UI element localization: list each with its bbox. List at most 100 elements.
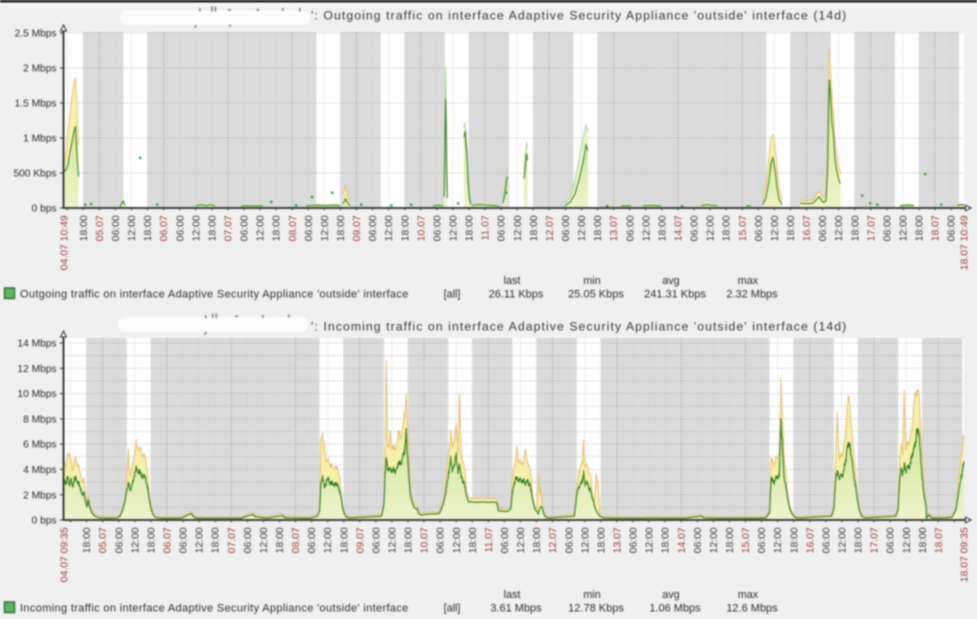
svg-text:18:00: 18:00 [593, 215, 604, 241]
svg-text:18:00: 18:00 [468, 527, 479, 553]
svg-text:06:00: 06:00 [368, 215, 379, 241]
svg-text:12:00: 12:00 [259, 527, 270, 553]
svg-text:2.32 Mbps: 2.32 Mbps [726, 289, 778, 301]
svg-text:14.07: 14.07 [674, 215, 685, 241]
svg-text:18:00: 18:00 [272, 215, 283, 241]
svg-text:last: last [504, 275, 521, 287]
svg-text:18:00: 18:00 [82, 527, 93, 553]
svg-text:18.07: 18.07 [931, 215, 942, 241]
svg-text:06:00: 06:00 [175, 215, 186, 241]
svg-text:05.07: 05.07 [95, 215, 106, 241]
svg-text:09.07: 09.07 [352, 215, 363, 241]
svg-text:12:00: 12:00 [127, 215, 138, 241]
svg-text:8 Mbps: 8 Mbps [23, 415, 56, 426]
svg-text:14.07: 14.07 [677, 527, 688, 553]
svg-text:18:00: 18:00 [400, 215, 411, 241]
svg-text:06.07: 06.07 [163, 527, 174, 553]
svg-text:18.07: 18.07 [934, 527, 945, 553]
svg-text:12:00: 12:00 [449, 215, 460, 241]
svg-text:07.07: 07.07 [224, 215, 235, 241]
svg-text:18:00: 18:00 [404, 527, 415, 553]
svg-text:12:00: 12:00 [320, 215, 331, 241]
svg-text:12:00: 12:00 [580, 527, 591, 553]
svg-text:12:00: 12:00 [770, 215, 781, 241]
svg-text:06:00: 06:00 [111, 215, 122, 241]
svg-text:18:00: 18:00 [596, 527, 607, 553]
svg-text:min: min [583, 275, 600, 287]
svg-text:18:00: 18:00 [722, 215, 733, 241]
svg-text:[all]: [all] [444, 289, 461, 301]
svg-text:04.07 09:35: 04.07 09:35 [60, 527, 71, 582]
svg-text:04.07 10:49: 04.07 10:49 [60, 215, 71, 270]
svg-text:06:00: 06:00 [179, 527, 190, 553]
svg-text:06:00: 06:00 [497, 215, 508, 241]
svg-text:11.07: 11.07 [481, 215, 492, 240]
svg-text:12.07: 12.07 [548, 527, 559, 553]
svg-text:15.07: 15.07 [738, 215, 749, 241]
svg-text:[all]: [all] [444, 603, 461, 615]
svg-text:avg: avg [662, 275, 679, 287]
svg-text:18:00: 18:00 [529, 215, 540, 241]
svg-text:09.07: 09.07 [355, 527, 366, 553]
svg-text:12:00: 12:00 [902, 527, 913, 553]
svg-text:12:00: 12:00 [577, 215, 588, 241]
svg-text:12:00: 12:00 [323, 527, 334, 553]
svg-text:3.61 Mbps: 3.61 Mbps [490, 603, 542, 615]
svg-text:18:00: 18:00 [918, 527, 929, 553]
svg-text:2.5 Mbps: 2.5 Mbps [15, 29, 57, 40]
svg-text:12:00: 12:00 [256, 215, 267, 241]
svg-text:18:00: 18:00 [657, 215, 668, 241]
svg-text:18:00: 18:00 [275, 527, 286, 553]
svg-text:12:00: 12:00 [834, 215, 845, 241]
svg-text:08.07: 08.07 [291, 527, 302, 553]
svg-text:13.07: 13.07 [609, 215, 620, 241]
svg-text:06:00: 06:00 [371, 527, 382, 553]
svg-text:2 Mbps: 2 Mbps [23, 490, 56, 501]
svg-text:06.07: 06.07 [159, 215, 170, 241]
svg-text:0 bps: 0 bps [32, 204, 57, 215]
svg-text:18.07 10:49: 18.07 10:49 [960, 215, 971, 270]
svg-text:12:00: 12:00 [838, 527, 849, 553]
svg-text:12:00: 12:00 [645, 527, 656, 553]
svg-text:15.07: 15.07 [741, 527, 752, 553]
svg-text:12:00: 12:00 [709, 527, 720, 553]
svg-text:18:00: 18:00 [532, 527, 543, 553]
svg-text:06:00: 06:00 [500, 527, 511, 553]
svg-text:26.11 Kbps: 26.11 Kbps [489, 289, 544, 301]
svg-text:12:00: 12:00 [641, 215, 652, 241]
svg-text:12:00: 12:00 [452, 527, 463, 553]
svg-text:1 Mbps: 1 Mbps [23, 134, 56, 145]
svg-text:12.78 Kbps: 12.78 Kbps [568, 603, 624, 615]
svg-text:2 Mbps: 2 Mbps [23, 64, 56, 75]
svg-text:06:00: 06:00 [693, 527, 704, 553]
svg-text:12.6 Mbps: 12.6 Mbps [726, 603, 778, 615]
svg-text:06:00: 06:00 [690, 215, 701, 241]
svg-text:06:00: 06:00 [240, 215, 251, 241]
svg-text:18:00: 18:00 [725, 527, 736, 553]
svg-text:12:00: 12:00 [773, 527, 784, 553]
svg-text:06:00: 06:00 [307, 527, 318, 553]
svg-text:17.07: 17.07 [870, 527, 881, 553]
svg-text:12.07: 12.07 [545, 215, 556, 241]
svg-text:18:00: 18:00 [146, 527, 157, 553]
svg-text:1.5 Mbps: 1.5 Mbps [15, 99, 57, 110]
svg-text:06:00: 06:00 [947, 215, 958, 241]
svg-text:06:00: 06:00 [564, 527, 575, 553]
svg-text:12:00: 12:00 [130, 527, 141, 553]
svg-text:06:00: 06:00 [625, 215, 636, 241]
svg-text:12:00: 12:00 [384, 215, 395, 241]
svg-text:14 Mbps: 14 Mbps [17, 339, 56, 350]
svg-text:12:00: 12:00 [195, 527, 206, 553]
svg-text:max: max [738, 589, 759, 601]
svg-text:06:00: 06:00 [629, 527, 640, 553]
svg-text:12 Mbps: 12 Mbps [17, 364, 56, 375]
svg-text:18:00: 18:00 [915, 215, 926, 241]
svg-text:06:00: 06:00 [757, 527, 768, 553]
svg-text:06:00: 06:00 [243, 527, 254, 553]
svg-text:4 Mbps: 4 Mbps [23, 465, 56, 476]
svg-text:06:00: 06:00 [436, 527, 447, 553]
svg-text:12:00: 12:00 [388, 527, 399, 553]
svg-text:min: min [583, 589, 600, 601]
svg-text:Incoming traffic on interface: Incoming traffic on interface Adaptive S… [20, 603, 409, 615]
svg-text:25.05 Kbps: 25.05 Kbps [568, 289, 624, 301]
